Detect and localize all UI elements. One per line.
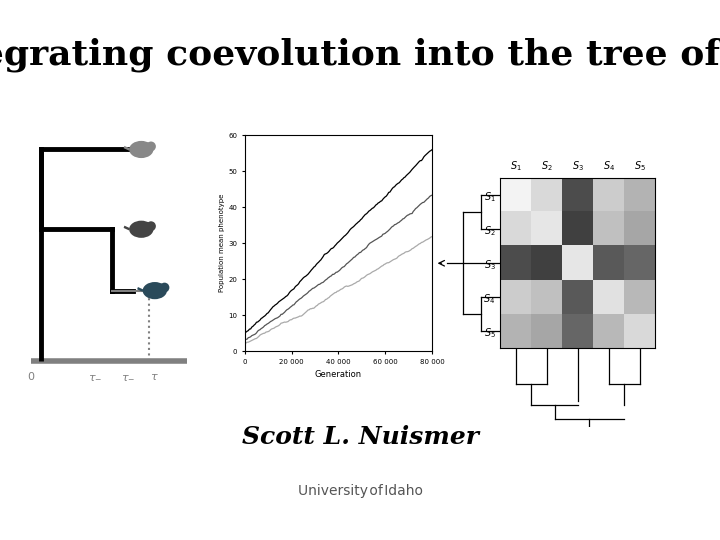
Text: $\tau$: $\tau$ <box>150 372 159 382</box>
Ellipse shape <box>146 221 156 231</box>
Text: 0: 0 <box>27 372 34 382</box>
Ellipse shape <box>160 282 169 293</box>
Ellipse shape <box>129 221 153 238</box>
Y-axis label: Population mean phenotype: Population mean phenotype <box>220 194 225 292</box>
Ellipse shape <box>143 282 167 299</box>
FancyArrow shape <box>124 146 130 151</box>
FancyArrow shape <box>124 226 130 231</box>
X-axis label: Generation: Generation <box>315 370 362 379</box>
Text: $\tau_{-}$: $\tau_{-}$ <box>121 372 135 382</box>
Ellipse shape <box>129 141 153 158</box>
Ellipse shape <box>146 141 156 151</box>
Text: $\tau_{-}$: $\tau_{-}$ <box>89 372 102 382</box>
Text: Integrating coevolution into the tree of life: Integrating coevolution into the tree of… <box>0 38 720 72</box>
FancyArrow shape <box>137 287 143 292</box>
Text: University of Idaho: University of Idaho <box>297 484 423 498</box>
Text: Scott L. Nuismer: Scott L. Nuismer <box>242 426 478 449</box>
